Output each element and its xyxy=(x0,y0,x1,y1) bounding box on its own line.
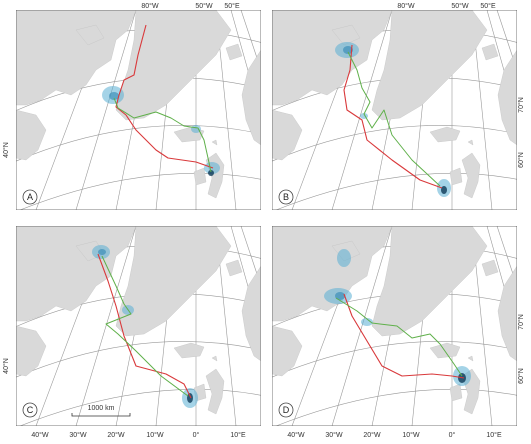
lon-label-10e-c: 10°E xyxy=(230,431,246,439)
panel-c-density xyxy=(92,245,198,408)
top-lon-labels: 80°W 50°W 50°E 80°W 50°W 50°E xyxy=(141,2,496,10)
lat-label-40n-a: 40°N xyxy=(2,142,10,158)
lon-label-50w-a: 50°W xyxy=(195,2,213,10)
lon-label-10w-d: 10°W xyxy=(402,431,420,439)
lon-label-50e-b: 50°E xyxy=(480,2,496,10)
panel-c-basemap xyxy=(16,226,261,426)
lon-label-30w-c: 30°W xyxy=(69,431,87,439)
panel-b xyxy=(272,10,517,210)
lon-label-80w-b: 80°W xyxy=(397,2,415,10)
panel-label-a: A xyxy=(27,192,33,202)
panel-d-basemap xyxy=(272,226,517,426)
panel-labels: A B C D xyxy=(22,189,294,418)
bottom-lon-labels: 40°W 30°W 20°W 10°W 0° 10°E 40°W 30°W 20… xyxy=(31,431,502,439)
panel-c-green-track xyxy=(101,255,189,397)
lon-label-80w-a: 80°W xyxy=(141,2,159,10)
scale-bar-label: 1000 km xyxy=(88,405,115,412)
lon-label-20w-c: 20°W xyxy=(107,431,125,439)
panel-b-red-track xyxy=(343,44,443,189)
lon-label-40w-c: 40°W xyxy=(31,431,49,439)
lon-label-20w-d: 20°W xyxy=(363,431,381,439)
panel-label-c: C xyxy=(27,405,34,415)
lon-label-50w-b: 50°W xyxy=(451,2,469,10)
lat-label-40n-c: 40°N xyxy=(2,358,10,374)
lon-label-40w-d: 40°W xyxy=(287,431,305,439)
panel-b-density xyxy=(335,42,451,197)
scale-bar: 1000 km xyxy=(71,405,131,417)
panel-d-green-track xyxy=(335,297,463,377)
panel-b-green-track xyxy=(347,51,441,187)
panel-label-b: B xyxy=(283,192,289,202)
lat-label-70n-b: 70°N xyxy=(517,97,525,113)
panel-a-green-track xyxy=(113,97,212,173)
lat-label-60n-d: 60°N xyxy=(517,368,525,384)
panel-c-red-track xyxy=(97,253,192,399)
panel-c xyxy=(16,226,261,426)
panel-b-basemap xyxy=(272,10,517,210)
lon-label-0-c: 0° xyxy=(193,431,200,439)
lon-label-50e-a: 50°E xyxy=(224,2,240,10)
lon-label-10e-d: 10°E xyxy=(486,431,502,439)
panel-d xyxy=(272,226,517,426)
panel-d-red-track xyxy=(343,293,465,379)
lon-label-30w-d: 30°W xyxy=(325,431,343,439)
panel-label-d: D xyxy=(283,405,290,415)
panel-a-red-track xyxy=(115,24,214,169)
lon-label-10w-c: 10°W xyxy=(146,431,164,439)
lat-label-60n-b: 60°N xyxy=(517,152,525,168)
panel-a xyxy=(16,10,261,210)
lon-label-0-d: 0° xyxy=(449,431,456,439)
lat-labels: 40°N 40°N 70°N 60°N 70°N 60°N xyxy=(2,97,525,384)
lat-label-70n-d: 70°N xyxy=(517,314,525,330)
